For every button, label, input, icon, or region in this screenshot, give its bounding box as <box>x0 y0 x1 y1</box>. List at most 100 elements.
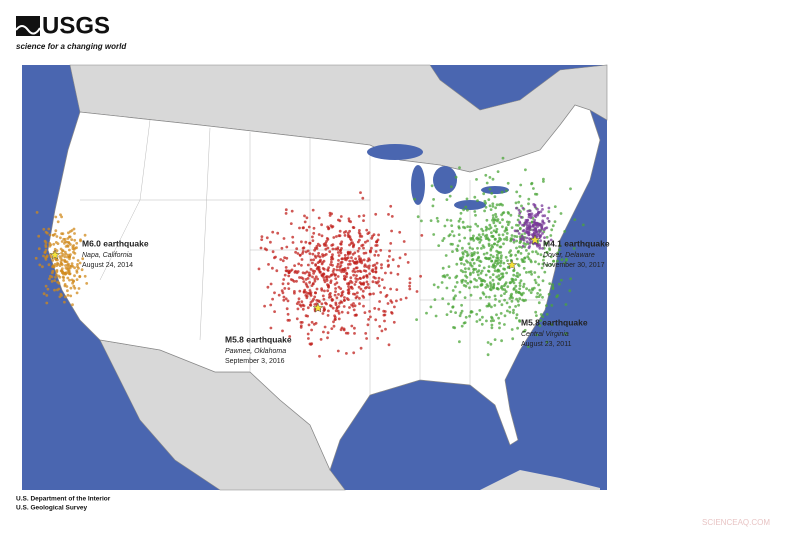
felt-report <box>343 253 347 257</box>
felt-report <box>466 281 470 285</box>
felt-report <box>339 287 343 290</box>
felt-report <box>66 263 69 267</box>
felt-report <box>532 203 536 206</box>
felt-report <box>44 258 48 261</box>
felt-report <box>444 254 448 257</box>
felt-report <box>296 252 300 255</box>
felt-report <box>389 204 393 208</box>
felt-report <box>408 284 411 288</box>
felt-report <box>306 263 310 267</box>
felt-report <box>492 286 495 290</box>
felt-report <box>286 282 290 285</box>
felt-report <box>563 261 567 265</box>
felt-report <box>326 283 329 287</box>
felt-report <box>553 205 557 209</box>
felt-report <box>518 227 522 231</box>
felt-report <box>476 273 480 277</box>
annotations: M6.0 earthquake Napa, California August 24… <box>82 238 610 365</box>
felt-report <box>515 274 518 278</box>
felt-report <box>525 249 528 252</box>
felt-report <box>271 230 275 234</box>
felt-report <box>420 219 423 223</box>
felt-report <box>581 223 585 227</box>
felt-report <box>515 235 519 239</box>
felt-report <box>524 298 527 302</box>
felt-report <box>367 257 371 260</box>
felt-report <box>304 278 308 281</box>
felt-report <box>480 227 483 231</box>
felt-report <box>306 306 310 310</box>
annotation-date: September 3, 2016 <box>225 358 285 365</box>
felt-report <box>515 313 519 317</box>
felt-report <box>319 270 322 274</box>
felt-report <box>300 240 303 244</box>
felt-report <box>51 233 55 237</box>
felt-report <box>525 287 528 291</box>
felt-report <box>535 295 539 299</box>
felt-report <box>45 254 49 258</box>
felt-report <box>328 293 331 297</box>
felt-report <box>297 300 300 304</box>
felt-report <box>530 181 534 185</box>
felt-report <box>495 243 499 247</box>
felt-report <box>321 294 325 298</box>
felt-report <box>304 282 308 286</box>
felt-report <box>399 298 403 301</box>
felt-report <box>326 336 329 340</box>
felt-report <box>512 311 515 315</box>
felt-report <box>342 328 346 332</box>
felt-report <box>490 259 494 263</box>
felt-report <box>365 275 369 279</box>
felt-report <box>491 205 495 208</box>
felt-report <box>512 268 516 272</box>
felt-report <box>525 271 528 274</box>
felt-report <box>484 286 488 289</box>
felt-report <box>535 222 538 225</box>
felt-report <box>37 247 41 251</box>
felt-report <box>501 225 504 229</box>
felt-report <box>523 256 527 260</box>
felt-report <box>55 273 58 276</box>
felt-report <box>549 238 553 242</box>
felt-report <box>469 271 472 275</box>
felt-report <box>356 269 360 273</box>
felt-report <box>68 235 72 239</box>
felt-report <box>368 272 371 276</box>
felt-report <box>50 271 54 275</box>
felt-report <box>353 270 357 274</box>
felt-report <box>48 277 51 281</box>
felt-report <box>534 281 538 285</box>
felt-report <box>62 279 65 282</box>
felt-report <box>72 227 76 231</box>
felt-report <box>540 223 544 227</box>
felt-report <box>83 233 87 237</box>
felt-report <box>311 239 315 243</box>
felt-report <box>56 220 60 224</box>
felt-report <box>279 258 283 261</box>
felt-report <box>527 197 531 201</box>
felt-report <box>477 233 481 237</box>
felt-report <box>321 254 325 258</box>
felt-report <box>420 234 424 237</box>
felt-report <box>348 229 351 233</box>
felt-report <box>284 266 288 269</box>
felt-report <box>451 305 455 309</box>
felt-report <box>548 247 551 251</box>
felt-report <box>516 224 520 227</box>
felt-report <box>537 275 540 279</box>
felt-report <box>298 289 302 293</box>
felt-report <box>514 291 518 294</box>
felt-report <box>518 319 521 322</box>
felt-report <box>298 226 301 230</box>
felt-report <box>377 253 380 257</box>
felt-report <box>362 276 365 279</box>
annotation-place: Pawnee, Oklahoma <box>225 348 286 355</box>
felt-report <box>429 305 433 309</box>
felt-report <box>359 257 362 260</box>
felt-report <box>506 285 510 289</box>
felt-report <box>485 233 489 237</box>
felt-report <box>343 296 346 299</box>
felt-report <box>42 254 45 258</box>
felt-report <box>357 255 361 258</box>
felt-report <box>80 268 84 272</box>
